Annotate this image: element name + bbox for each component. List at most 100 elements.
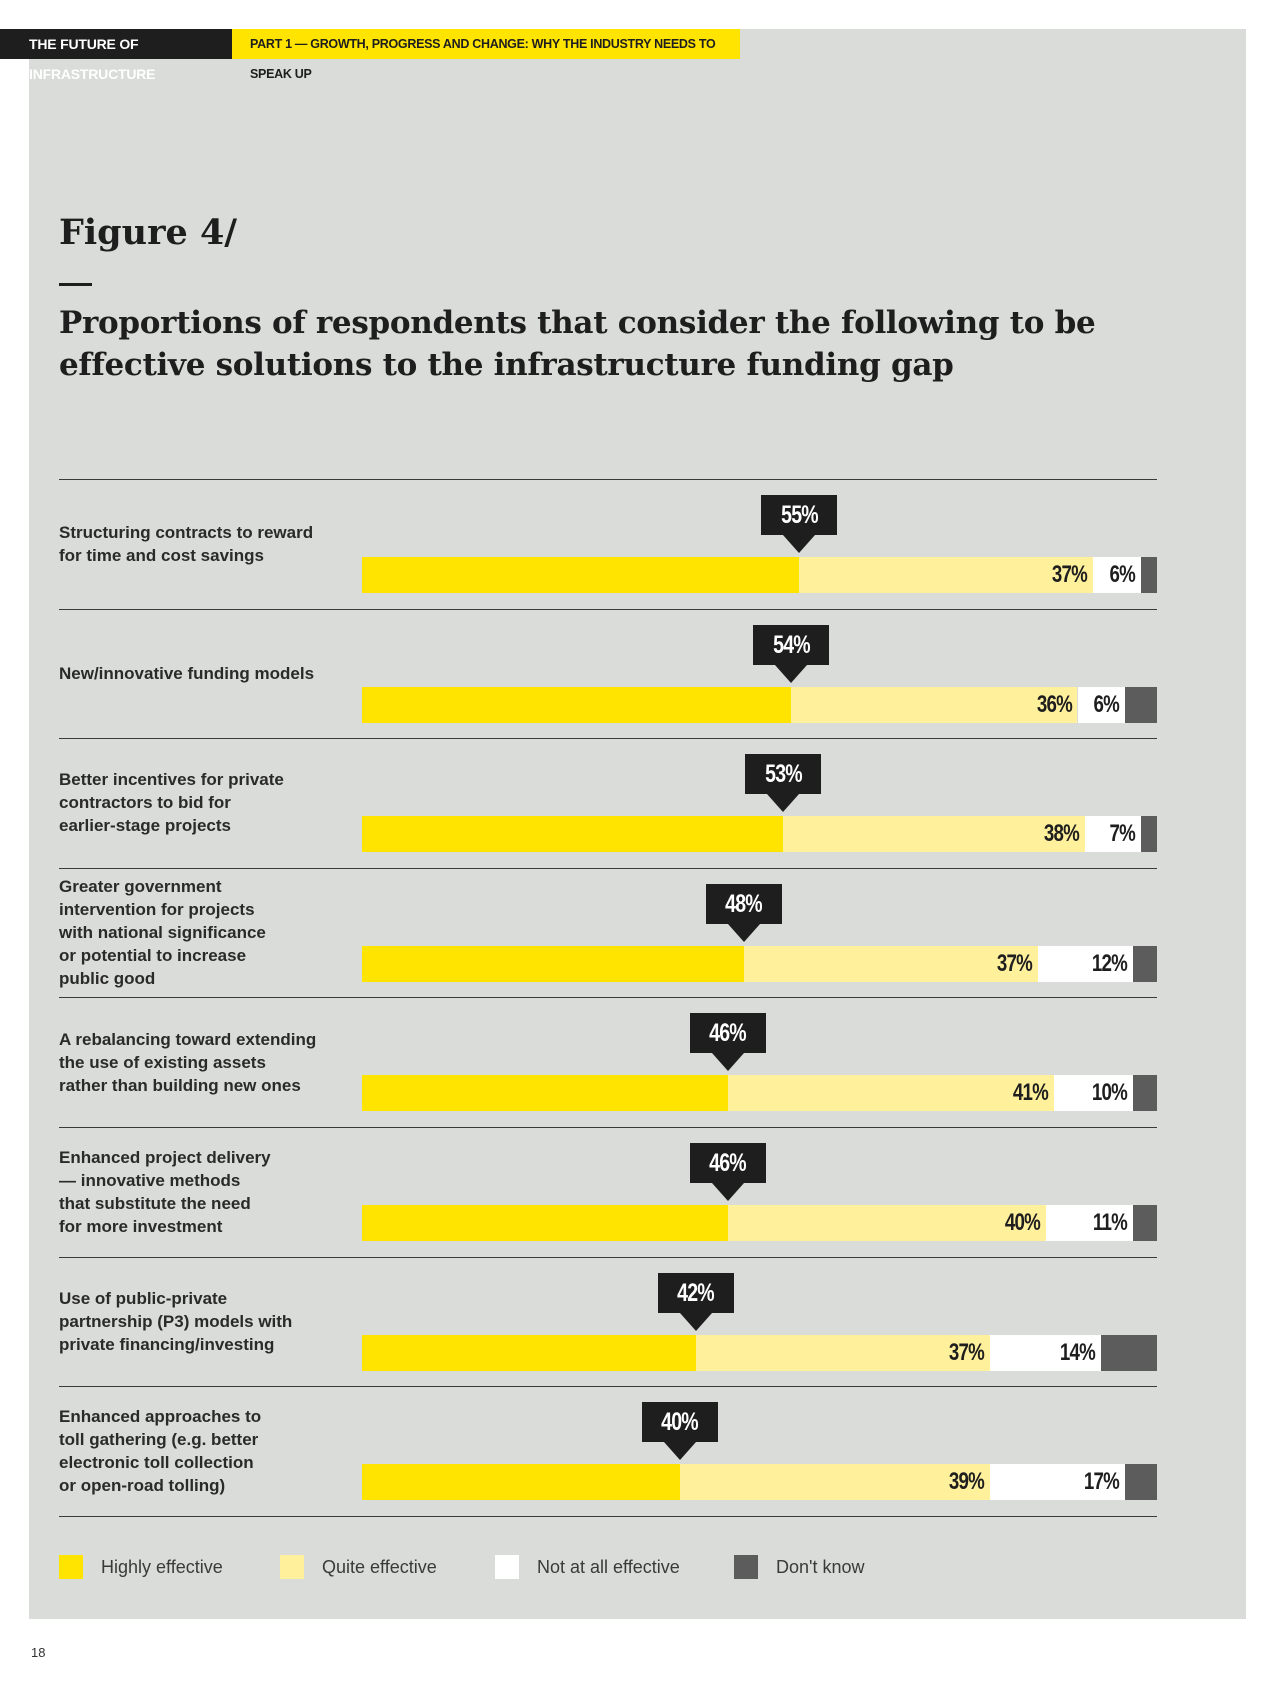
row-label: Greater government intervention for proje… [59, 874, 349, 992]
section-header-part: PART 1 — GROWTH, PROGRESS AND CHANGE: WH… [232, 29, 740, 81]
section-header-title: THE FUTURE OF INFRASTRUCTURE [0, 29, 232, 82]
row-divider [59, 479, 1157, 480]
bar-not-effective [1077, 687, 1126, 723]
value-callout-highly: 53% [745, 754, 822, 812]
bar-quite-effective [727, 1205, 1046, 1241]
row-label: Structuring contracts to reward for time … [59, 485, 349, 603]
row-label-line: earlier-stage projects [59, 816, 231, 836]
value-label-not: 7% [1109, 820, 1136, 847]
value-callout-highly: 46% [689, 1143, 766, 1201]
value-label-not: 14% [1060, 1339, 1096, 1366]
value-label-quite: 37% [948, 1339, 985, 1366]
row-divider [59, 1257, 1157, 1258]
row-label-line: New/innovative funding models [59, 663, 315, 683]
legend-label-highly: Highly effective [101, 1556, 223, 1577]
value-callout-text: 46% [709, 1149, 747, 1177]
row-divider [59, 609, 1157, 610]
value-callout-highly: 46% [689, 1013, 766, 1071]
row-label: Better incentives for private contractors… [59, 744, 349, 862]
row-divider [59, 1516, 1157, 1517]
bar-quite-effective [799, 557, 1094, 593]
bar-dont-know [1133, 1205, 1157, 1241]
legend-swatch-quite [280, 1555, 304, 1579]
value-label-quite: 40% [1004, 1209, 1041, 1236]
bar-quite-effective [727, 1075, 1054, 1111]
bar-quite-effective [743, 946, 1038, 982]
row-label-line: partnership (P3) models with [59, 1311, 293, 1331]
row-label-line: toll gathering (e.g. better [59, 1429, 259, 1449]
value-callout-text: 48% [725, 890, 762, 918]
row-label-line: private financing/investing [59, 1334, 275, 1354]
row-divider [59, 997, 1157, 998]
bar-highly-effective [362, 1335, 696, 1371]
legend-swatch-highly [59, 1555, 83, 1579]
value-callout-text: 46% [709, 1019, 747, 1047]
value-callout-text: 53% [764, 760, 802, 788]
value-callout-highly: 42% [657, 1273, 734, 1331]
legend-swatch-dont-know [734, 1555, 758, 1579]
bar-quite-effective [680, 1464, 991, 1500]
bar-highly-effective [362, 946, 744, 982]
legend-label-not: Not at all effective [537, 1556, 680, 1577]
bar-not-effective [1085, 816, 1142, 852]
row-label: New/innovative funding models [59, 615, 349, 733]
row-label-line: A rebalancing toward extending [59, 1029, 317, 1049]
legend-dont-know: Don't know [734, 1554, 864, 1580]
value-label-not: 17% [1084, 1468, 1120, 1495]
bar-dont-know [1141, 557, 1157, 593]
value-label-not: 10% [1092, 1079, 1128, 1106]
value-callout-text: 42% [677, 1279, 715, 1307]
bar-highly-effective [362, 557, 800, 593]
row-label-line: rather than building new ones [59, 1075, 301, 1095]
value-callout-highly: 54% [753, 625, 830, 683]
value-label-quite: 37% [996, 950, 1033, 977]
bar-highly-effective [362, 1464, 680, 1500]
row-divider [59, 1127, 1157, 1128]
value-callout-highly: 40% [642, 1402, 718, 1460]
page-number: 18 [31, 1645, 46, 1660]
row-label-line: for time and cost savings [59, 545, 264, 565]
figure-divider [59, 283, 92, 286]
row-divider [59, 1386, 1157, 1387]
value-label-quite: 37% [1052, 561, 1088, 588]
row-label-line: public good [59, 969, 156, 989]
row-label-line: the use of existing assets [59, 1052, 266, 1072]
value-label-not: 6% [1109, 561, 1136, 588]
bar-not-effective [1093, 557, 1142, 593]
bar-dont-know [1125, 1464, 1157, 1500]
bar-highly-effective [362, 687, 792, 723]
value-label-not: 12% [1092, 950, 1128, 977]
bar-not-effective [1045, 1205, 1134, 1241]
row-label: A rebalancing toward extending the use of… [59, 1003, 349, 1121]
bar-quite-effective [783, 816, 1086, 852]
row-divider [59, 738, 1157, 739]
value-label-not: 6% [1093, 691, 1120, 718]
row-label-line: Enhanced project delivery [59, 1147, 271, 1167]
value-label-quite: 39% [948, 1468, 985, 1495]
bar-dont-know [1101, 1335, 1157, 1371]
bar-highly-effective [362, 816, 784, 852]
legend-label-dont-know: Don't know [776, 1556, 865, 1577]
row-label-line: electronic toll collection [59, 1452, 254, 1472]
value-label-not: 11% [1093, 1209, 1128, 1236]
bar-not-effective [990, 1464, 1126, 1500]
bar-dont-know [1141, 816, 1157, 852]
legend-swatch-not [495, 1555, 519, 1579]
row-label-line: Enhanced approaches to [59, 1406, 262, 1426]
value-label-quite: 41% [1012, 1079, 1049, 1106]
value-label-quite: 36% [1036, 691, 1072, 718]
bar-quite-effective [695, 1335, 991, 1371]
value-callout-highly: 48% [705, 884, 782, 942]
row-divider [59, 868, 1157, 869]
legend-not-effective: Not at all effective [495, 1554, 680, 1580]
row-label-line: intervention for projects [59, 900, 255, 920]
value-callout-highly: 55% [761, 495, 838, 553]
row-label-line: for more investment [59, 1216, 223, 1236]
bar-dont-know [1125, 687, 1157, 723]
row-label-line: that substitute the need [59, 1193, 251, 1213]
figure-number: Figure 4/ [59, 212, 238, 253]
row-label-line: Greater government [59, 877, 222, 897]
bar-highly-effective [362, 1075, 728, 1111]
row-label: Enhanced project delivery — innovative me… [59, 1133, 349, 1251]
bar-not-effective [990, 1335, 1102, 1371]
